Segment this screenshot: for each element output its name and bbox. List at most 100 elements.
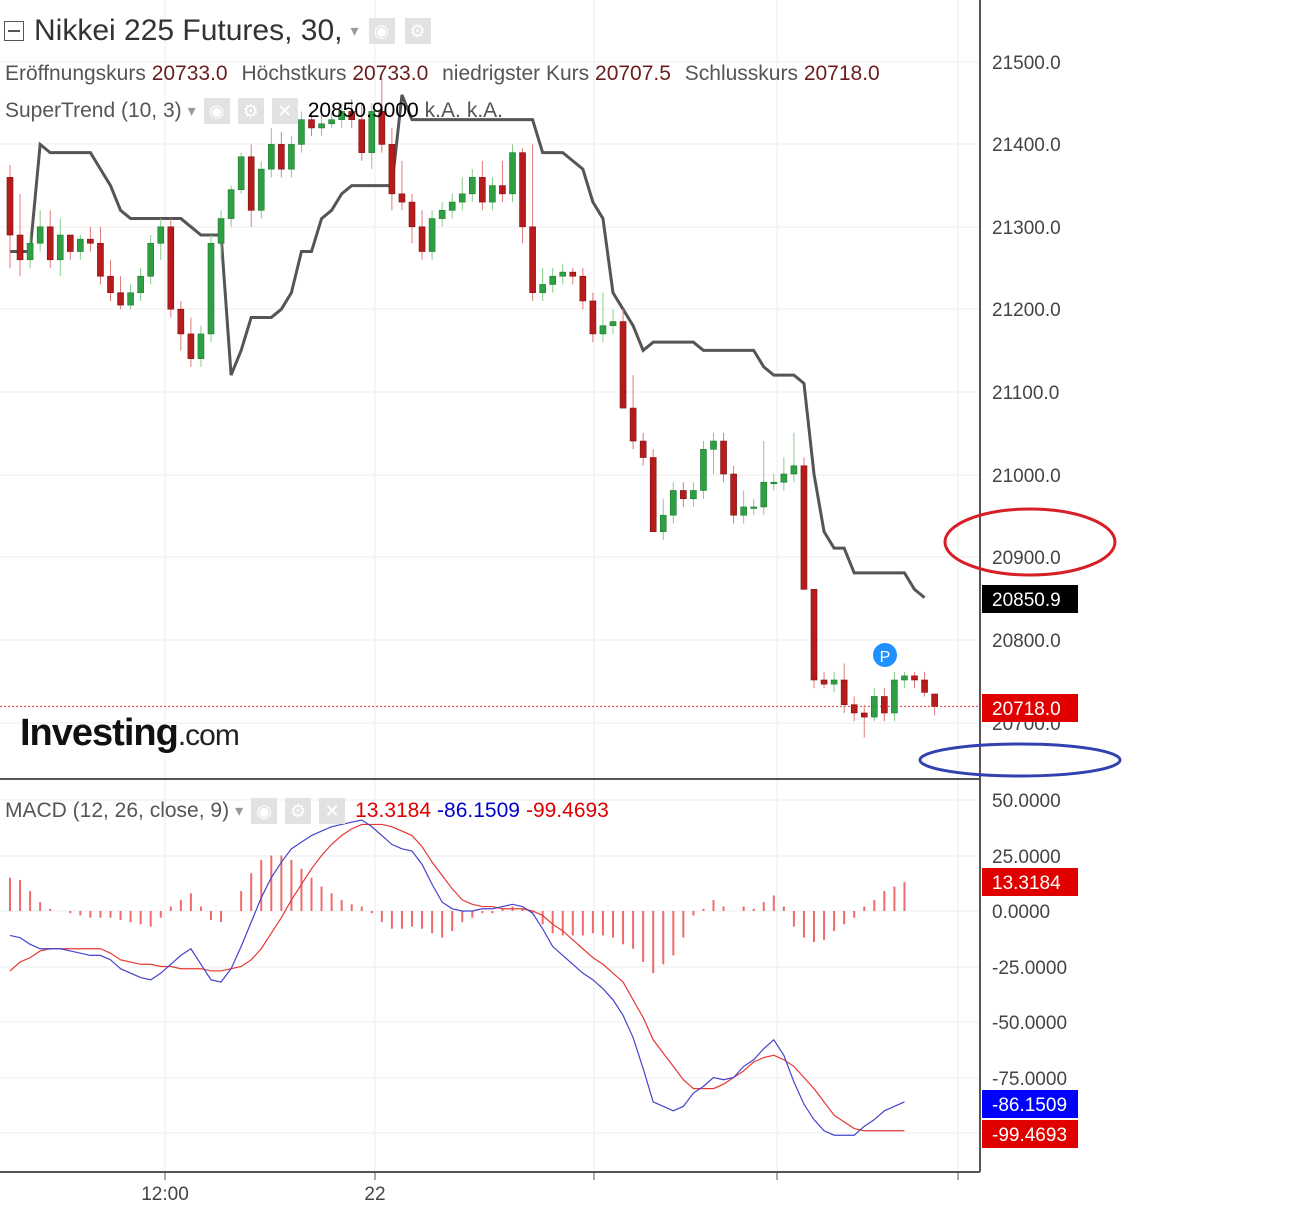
candle-body — [398, 193, 406, 203]
candle-body — [338, 111, 345, 120]
candle-body — [820, 679, 828, 685]
chevron-down-icon[interactable]: ▾ — [350, 23, 359, 40]
macd-signal-line — [9, 823, 905, 1132]
ohlc-legend: Eröffnungskurs 20733.0 Höchstkurs 20733.… — [5, 62, 888, 86]
last-price-tag: 20718.0 — [992, 699, 1061, 720]
pivot-marker — [873, 643, 897, 667]
candle-body — [619, 321, 627, 409]
macd-tick-label: -25.0000 — [992, 958, 1067, 979]
candle-body — [247, 156, 255, 211]
candle-body — [870, 696, 878, 718]
candle-body — [790, 465, 798, 475]
candle-body — [810, 589, 818, 681]
candle-body — [458, 193, 466, 203]
candle-body — [267, 144, 275, 170]
eye-icon[interactable]: ◉ — [251, 798, 278, 824]
macd-tick-label: 25.0000 — [992, 847, 1061, 868]
macd-hist-tag: 13.3184 — [992, 873, 1061, 894]
gear-icon[interactable]: ⚙ — [285, 798, 312, 824]
price-tick-label: 21200.0 — [992, 300, 1061, 321]
candle-body — [669, 490, 677, 516]
candle-body — [750, 506, 758, 509]
price-tick-label: 21000.0 — [992, 466, 1061, 487]
close-icon[interactable]: ✕ — [271, 98, 298, 124]
candle-body — [197, 333, 205, 359]
candle-body — [659, 514, 667, 532]
macd-line — [9, 819, 905, 1136]
high-value: 20733.0 — [352, 62, 429, 85]
candle-body — [418, 226, 426, 252]
candle-body — [468, 177, 476, 195]
candle-body — [599, 325, 607, 335]
time-tick-label: 12:00 — [141, 1184, 189, 1205]
candle-body — [891, 679, 898, 714]
candle-body — [368, 111, 376, 153]
candle-body — [649, 457, 657, 532]
candle-body — [167, 226, 175, 310]
macd-legend: MACD (12, 26, close, 9) ▾ ◉ ⚙ ✕ 13.3184 -8… — [5, 798, 609, 824]
open-value: 20733.0 — [151, 62, 228, 85]
candle-body — [26, 242, 34, 261]
candle-body — [157, 226, 165, 244]
supertrend-line — [10, 94, 926, 599]
candle-body — [479, 177, 486, 203]
candle-body — [137, 275, 144, 294]
candle-body — [87, 238, 94, 244]
candle-body — [931, 693, 938, 707]
candle-body — [46, 226, 54, 261]
close-icon[interactable]: ✕ — [319, 798, 346, 824]
logo-main: Investing — [20, 712, 179, 754]
price-tick-label: 21500.0 — [992, 53, 1061, 74]
candle-body — [840, 679, 848, 706]
supertrend-price-tag: 20850.9 — [992, 590, 1061, 611]
supertrend-na-1: k.A. — [424, 99, 461, 122]
gear-icon[interactable]: ⚙ — [237, 98, 264, 124]
candle-body — [217, 218, 225, 244]
macd-tick-label: -75.0000 — [992, 1069, 1067, 1090]
candle-body — [830, 679, 838, 685]
pivot-marker-label: P — [880, 649, 891, 666]
price-tick-label: 20900.0 — [992, 548, 1061, 569]
candle-body — [780, 473, 788, 483]
candle-body — [881, 696, 888, 714]
candle-body — [911, 675, 918, 681]
candle-body — [187, 333, 195, 359]
candle-body — [348, 111, 356, 120]
candle-body — [509, 152, 516, 195]
macd-label[interactable]: MACD (12, 26, close, 9) — [5, 799, 230, 822]
supertrend-price-tag-bg — [982, 585, 1078, 613]
candle-body — [680, 490, 687, 500]
candle-body — [710, 440, 717, 450]
candle-body — [388, 144, 396, 195]
close-label: Schlusskurs — [684, 62, 798, 85]
supertrend-legend: SuperTrend (10, 3) ▾ ◉ ⚙ ✕ 20850.9000 k.A.… — [5, 98, 503, 124]
collapse-icon[interactable] — [4, 21, 24, 41]
candle-body — [901, 675, 908, 681]
supertrend-label[interactable]: SuperTrend (10, 3) — [5, 99, 182, 122]
candle-body — [740, 506, 747, 516]
gear-icon[interactable]: ⚙ — [404, 18, 431, 44]
macd-tick-label: -50.0000 — [992, 1013, 1067, 1034]
candle-body — [358, 119, 366, 153]
candle-body — [579, 275, 587, 302]
candle-body — [56, 234, 64, 261]
candle-body — [16, 234, 24, 261]
eye-icon[interactable]: ◉ — [368, 18, 395, 44]
candle-body — [690, 490, 697, 500]
chart-title: Nikkei 225 Futures, 30, — [34, 14, 343, 47]
macd-signal-value: -99.4693 — [525, 799, 609, 822]
macd-tick-label: 0.0000 — [992, 902, 1050, 923]
candle-body — [800, 465, 808, 590]
candle-body — [328, 119, 335, 125]
chevron-down-icon[interactable]: ▾ — [235, 803, 244, 820]
supertrend-value: 20850.9000 — [307, 99, 419, 122]
chevron-down-icon[interactable]: ▾ — [187, 103, 196, 120]
eye-icon[interactable]: ◉ — [203, 98, 230, 124]
red-ellipse-annotation — [943, 507, 1117, 577]
price-tick-label: 21300.0 — [992, 218, 1061, 239]
candle-body — [850, 704, 858, 714]
candle-body — [499, 185, 506, 195]
candle-body — [308, 119, 315, 129]
candle-body — [207, 242, 215, 335]
